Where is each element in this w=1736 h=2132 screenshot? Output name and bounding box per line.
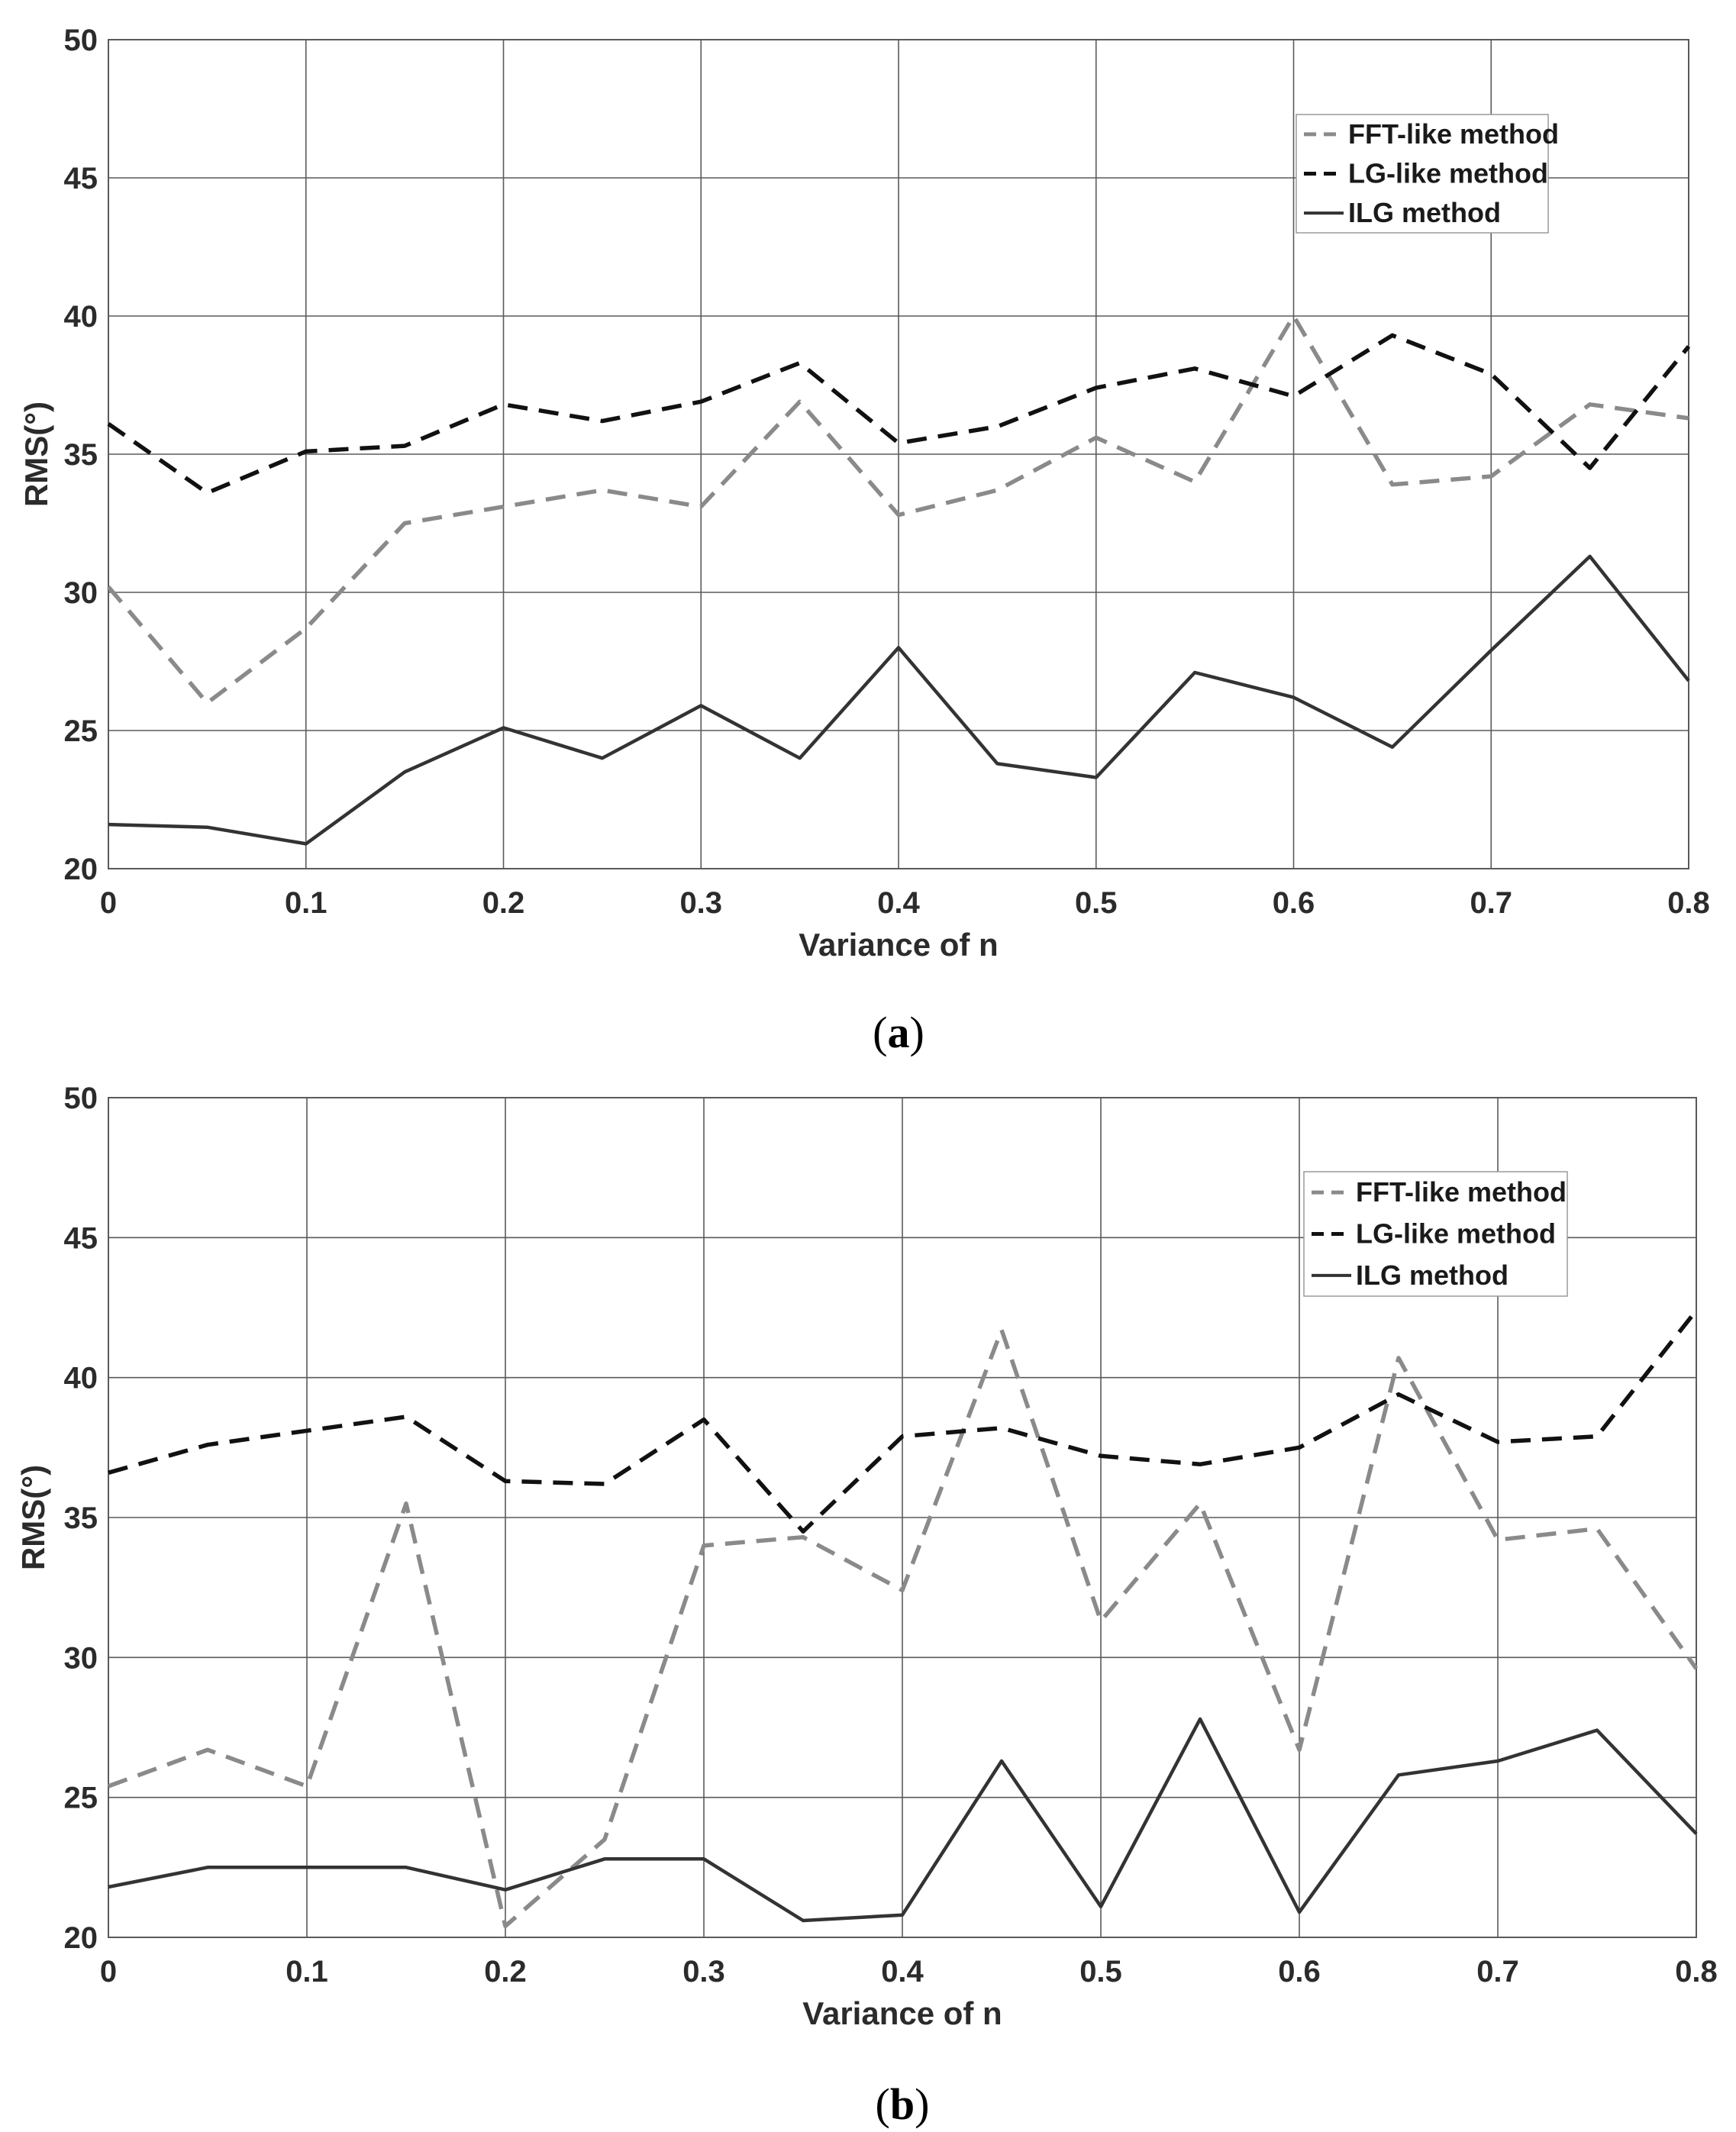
x-tick-label: 0.3 (679, 886, 722, 920)
caption-close: ) (915, 2079, 929, 2129)
x-tick-label: 0 (100, 886, 117, 920)
x-tick-label: 0.6 (1278, 1955, 1321, 1988)
y-tick-label: 40 (64, 1362, 98, 1395)
series-line-lg-like-method (108, 1308, 1699, 1534)
y-tick-label: 50 (64, 1082, 98, 1115)
legend: FFT-like method LG-like method ILG method (1303, 1171, 1568, 1297)
x-tick-label: 0.5 (1075, 886, 1118, 920)
series-line-fft-like-method (108, 1327, 1699, 1929)
y-tick-label: 30 (64, 1641, 98, 1675)
x-tick-label: 0.4 (881, 1955, 924, 1988)
chart-panel-a: 0 0.1 0.2 0.3 0.4 0.5 0.6 0.7 0.8 20 25 30 35 40 45 50 V… (18, 24, 1710, 1057)
x-tick-label: 0.8 (1667, 886, 1710, 920)
legend-label-ilg-method: ILG method (1348, 197, 1501, 228)
panel-caption: (b) (876, 2079, 930, 2129)
caption-close: ) (910, 1008, 924, 1057)
panel-caption: (a) (873, 1008, 924, 1057)
legend-label-fft-like-method: FFT-like method (1356, 1176, 1567, 1208)
x-tick-label: 0.2 (482, 886, 525, 920)
caption-letter: b (890, 2079, 915, 2129)
x-tick-label: 0.1 (285, 886, 328, 920)
legend: FFT-like method LG-like method ILG method (1296, 114, 1559, 234)
y-tick-label: 50 (64, 24, 98, 57)
series-line-ilg-method (108, 1717, 1698, 1923)
y-axis-label: RMS(°) (18, 402, 54, 507)
x-tick-label: 0.2 (484, 1955, 527, 1988)
x-tick-label: 0.1 (286, 1955, 328, 1988)
legend-label-lg-like-method: LG-like method (1348, 158, 1548, 189)
series-line-ilg-method (108, 554, 1690, 846)
y-tick-label: 35 (64, 1501, 98, 1535)
caption-open: ( (873, 1008, 887, 1057)
legend-label-lg-like-method: LG-like method (1356, 1218, 1556, 1250)
x-axis-label: Variance of n (799, 927, 998, 963)
x-tick-label: 0.7 (1476, 1955, 1519, 1988)
y-tick-label: 45 (64, 1221, 98, 1255)
x-tick-label: 0 (100, 1955, 117, 1988)
x-tick-label: 0.5 (1079, 1955, 1122, 1988)
series-line-lg-like-method (107, 333, 1691, 495)
y-tick-label: 25 (64, 1782, 98, 1815)
caption-open: ( (876, 2079, 890, 2129)
series-line-fft-like-method (106, 314, 1689, 705)
caption-letter: a (888, 1008, 910, 1057)
x-tick-label: 0.4 (877, 886, 920, 920)
x-axis-label: Variance of n (802, 1995, 1002, 2031)
y-tick-label: 40 (64, 300, 98, 334)
y-tick-label: 20 (64, 853, 98, 886)
x-tick-label: 0.8 (1675, 1955, 1718, 1988)
y-tick-label: 25 (64, 714, 98, 748)
y-tick-label: 20 (64, 1921, 98, 1955)
chart-panel-b: 0 0.1 0.2 0.3 0.4 0.5 0.6 0.7 0.8 20 25 30 35 40 45 50 V… (15, 1082, 1718, 2129)
legend-label-fft-like-method: FFT-like method (1348, 118, 1559, 150)
x-tick-label: 0.6 (1273, 886, 1315, 920)
y-axis-label: RMS(°) (15, 1465, 51, 1570)
y-tick-label: 30 (64, 576, 98, 610)
x-tick-label: 0.3 (682, 1955, 725, 1988)
x-tick-label: 0.7 (1470, 886, 1512, 920)
y-tick-label: 35 (64, 438, 98, 472)
y-tick-label: 45 (64, 162, 98, 195)
legend-label-ilg-method: ILG method (1356, 1260, 1509, 1291)
